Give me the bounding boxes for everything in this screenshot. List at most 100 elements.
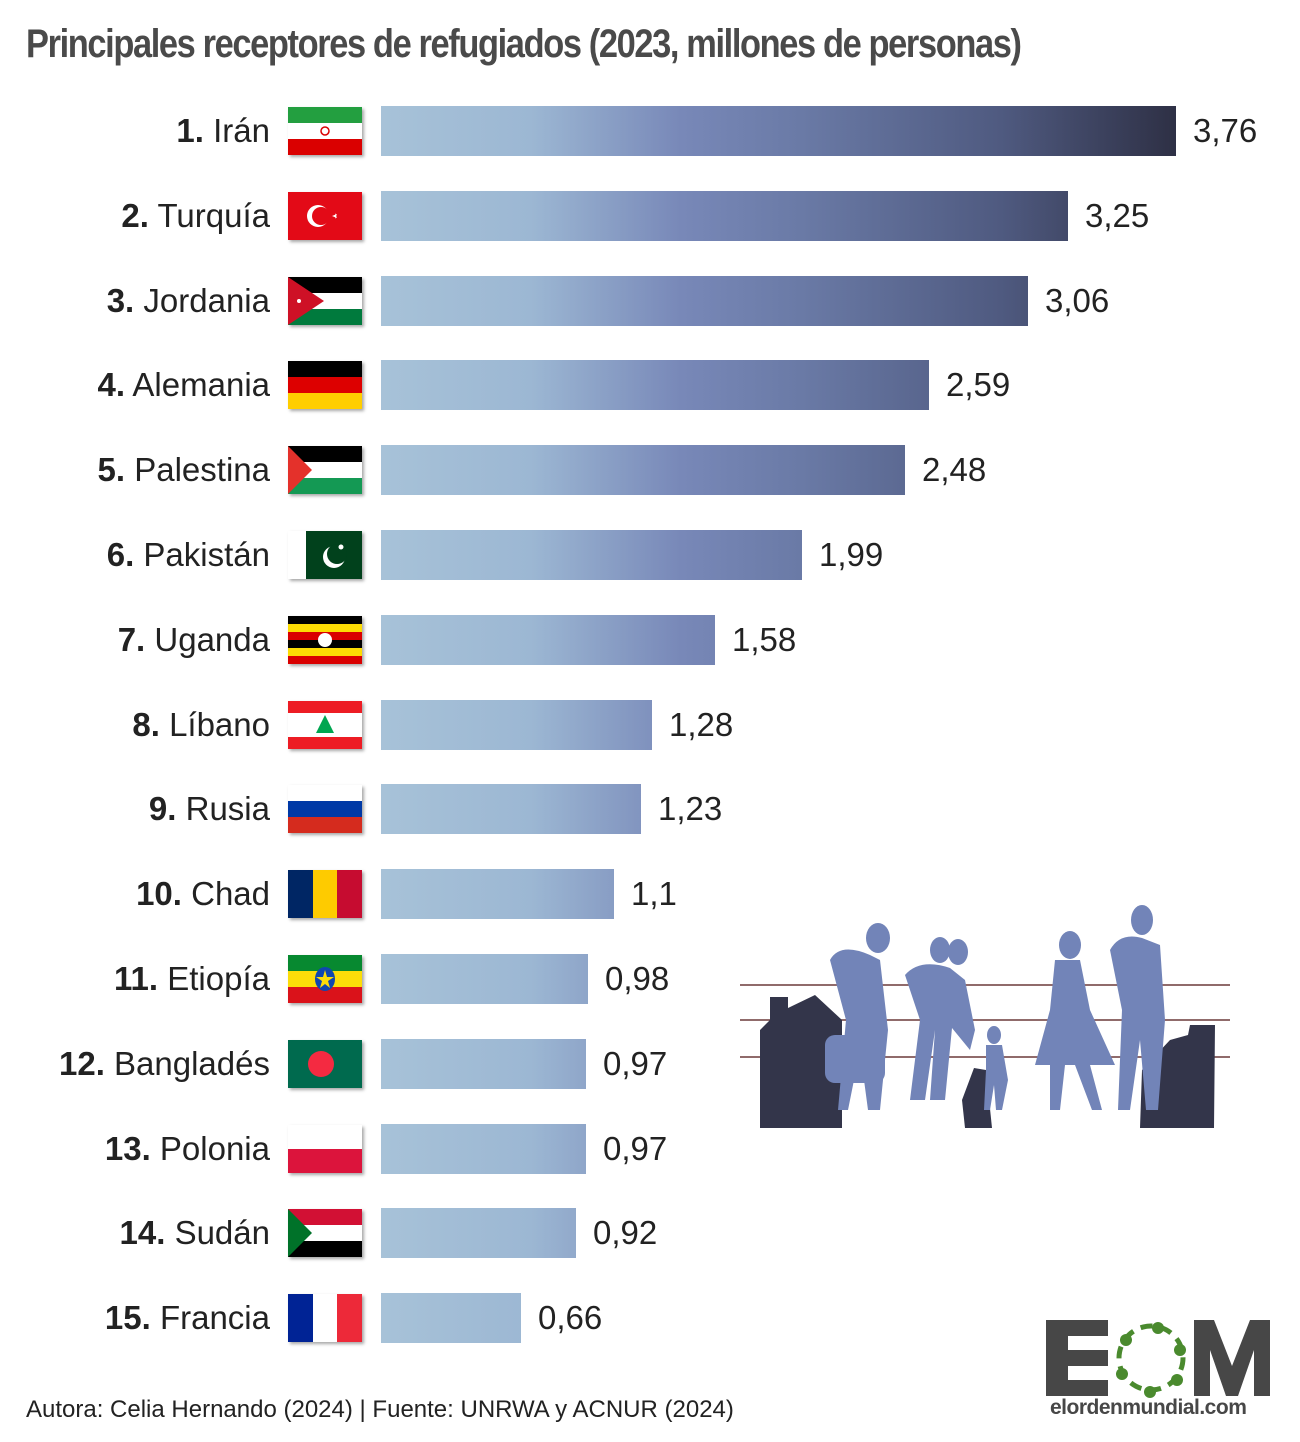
country-name: Jordania [143, 281, 270, 319]
country-name: Uganda [154, 620, 270, 658]
sudan-flag-icon [288, 1209, 362, 1258]
bar-row: 8. Líbano 1,28 [0, 699, 1300, 750]
bar [381, 106, 1176, 156]
value-label: 2,59 [946, 366, 1011, 404]
rank-number: 9. [148, 790, 177, 828]
bar [381, 530, 802, 580]
country-label: 4. Alemania [98, 364, 270, 406]
country-label: 9. Rusia [149, 788, 270, 830]
bar [381, 1038, 586, 1089]
lebanon-flag-icon [288, 700, 362, 749]
value-label: 0,98 [605, 960, 670, 997]
country-label: 15. Francia [105, 1297, 270, 1339]
rank-number: 2. [121, 196, 149, 234]
rank-number: 1. [176, 112, 204, 149]
value-label: 0,97 [603, 1044, 668, 1082]
chart-title: Principales receptores de refugiados (20… [26, 22, 1022, 66]
source-footer: Autora: Celia Hernando (2024) | Fuente: … [26, 1396, 734, 1423]
pakistan-flag-icon [288, 531, 362, 579]
bar [381, 954, 588, 1004]
value-label: 1,28 [669, 705, 734, 743]
country-label: 2. Turquía [121, 195, 270, 237]
value-label: 3,76 [1193, 112, 1258, 149]
eom-logo: elordenmundial.com [1046, 1318, 1282, 1428]
russia-flag-icon [288, 785, 362, 834]
jordan-flag-icon [288, 276, 362, 325]
bar-row: 15. Francia 0,66 [0, 1293, 1300, 1344]
bar-row: 7. Uganda 1,58 [0, 614, 1300, 665]
country-name: Etiopía [167, 960, 270, 997]
rank-number: 3. [106, 281, 135, 319]
value-label: 3,25 [1085, 196, 1150, 234]
rank-number: 13. [104, 1129, 151, 1167]
country-label: 6. Pakistán [107, 534, 270, 576]
value-label: 3,06 [1045, 281, 1110, 319]
bar [381, 699, 652, 750]
refugees-illustration [740, 905, 1230, 1128]
country-label: 12. Bangladés [59, 1043, 270, 1085]
country-label: 3. Jordania [107, 280, 270, 322]
country-name: Francia [159, 1299, 270, 1337]
bar-row: 14. Sudán 0,92 [0, 1208, 1300, 1259]
value-label: 1,23 [658, 790, 723, 828]
bar-row: 9. Rusia 1,23 [0, 784, 1300, 835]
country-name: Turquía [157, 196, 270, 234]
country-name: Palestina [134, 451, 270, 489]
bar-row: 12. Bangladés 0,97 [0, 1038, 1300, 1089]
people-silhouettes-icon [825, 905, 1165, 1110]
chad-flag-icon [288, 870, 362, 919]
bar [381, 360, 929, 411]
rank-number: 12. [58, 1044, 105, 1082]
bar [381, 275, 1028, 326]
value-label: 0,97 [603, 1129, 668, 1167]
country-name: Bangladés [114, 1044, 270, 1082]
country-name: Chad [191, 875, 270, 913]
value-label: 0,66 [538, 1299, 603, 1337]
country-name: Líbano [169, 705, 270, 743]
bar [381, 1293, 521, 1344]
iran-flag-icon [288, 107, 362, 155]
value-label: 1,58 [732, 620, 797, 658]
ethiopia-flag-icon [288, 955, 362, 1003]
bar [381, 445, 905, 496]
bar [381, 1123, 586, 1174]
eom-site: elordenmundial.com [1050, 1396, 1247, 1419]
eom-logo-icon [1046, 1320, 1270, 1398]
country-name: Rusia [185, 790, 270, 828]
bar-row: 3. Jordania 3,06 [0, 275, 1300, 326]
value-label: 1,1 [631, 875, 677, 913]
bar-row: 4. Alemania 2,59 [0, 360, 1300, 411]
country-name: Pakistán [143, 536, 270, 573]
rank-number: 14. [119, 1214, 166, 1252]
country-label: 8. Líbano [132, 704, 270, 746]
bar-row: 6. Pakistán 1,99 [0, 530, 1300, 580]
country-name: Irán [213, 112, 270, 149]
country-name: Sudán [174, 1214, 270, 1252]
bar-row: 10. Chad 1,1 [0, 869, 1300, 920]
germany-flag-icon [288, 361, 362, 410]
rank-number: 10. [136, 875, 182, 913]
value-label: 0,92 [593, 1214, 658, 1252]
rank-number: 4. [97, 366, 126, 404]
rank-number: 15. [104, 1299, 151, 1337]
country-label: 11. Etiopía [114, 958, 270, 1000]
bar [381, 614, 715, 665]
palestine-flag-icon [288, 446, 362, 495]
country-name: Alemania [132, 366, 270, 404]
country-label: 13. Polonia [105, 1128, 270, 1170]
france-flag-icon [288, 1294, 362, 1343]
bar [381, 869, 614, 920]
bar-row: 2. Turquía 3,25 [0, 190, 1300, 241]
turkey-flag-icon [288, 191, 362, 240]
bar-row: 5. Palestina 2,48 [0, 445, 1300, 496]
rank-number: 5. [97, 451, 126, 489]
rank-number: 11. [114, 960, 159, 997]
rank-number: 8. [132, 705, 160, 743]
bar-row: 13. Polonia 0,97 [0, 1123, 1300, 1174]
bangladesh-flag-icon [288, 1039, 362, 1088]
country-label: 10. Chad [136, 873, 270, 915]
country-label: 1. Irán [176, 110, 270, 152]
value-label: 1,99 [819, 536, 884, 573]
rank-number: 7. [117, 620, 146, 658]
country-label: 5. Palestina [98, 449, 270, 491]
